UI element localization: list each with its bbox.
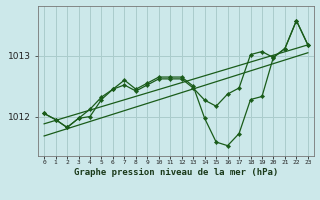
X-axis label: Graphe pression niveau de la mer (hPa): Graphe pression niveau de la mer (hPa) bbox=[74, 168, 278, 177]
